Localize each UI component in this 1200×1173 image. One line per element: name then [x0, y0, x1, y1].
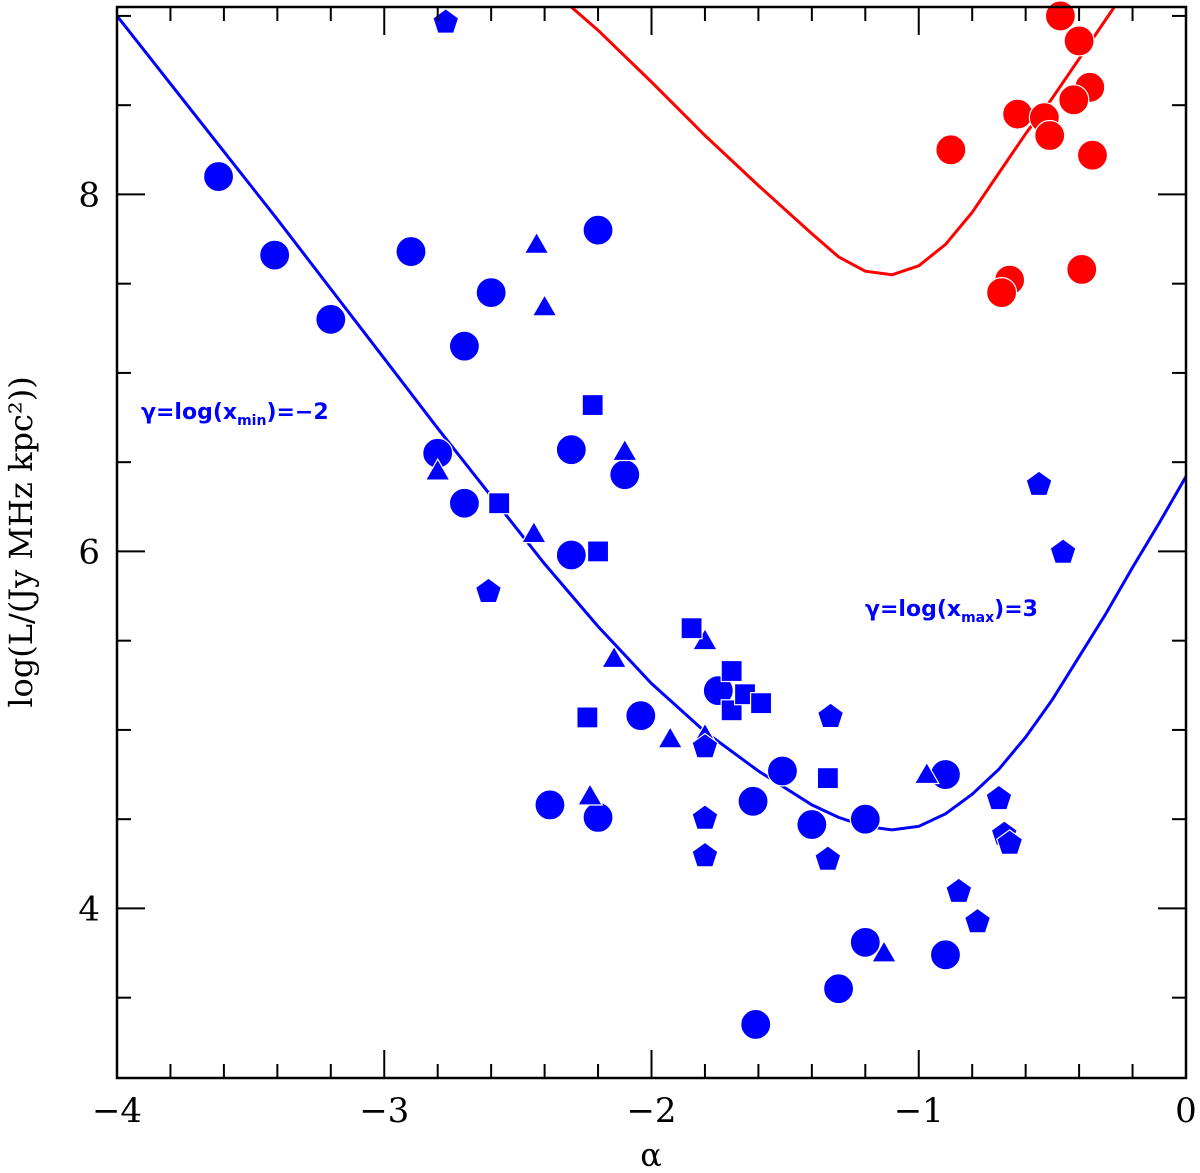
x-tick-label: 0 — [1175, 1091, 1197, 1131]
data-point-pentagon — [945, 877, 973, 904]
data-point-square — [586, 540, 610, 563]
data-point-triangle — [870, 939, 898, 963]
data-point-triangle — [424, 457, 451, 481]
data-point-circle — [448, 487, 481, 519]
model-curves — [117, 7, 1186, 832]
data-point-pentagon — [816, 702, 845, 729]
y-tick-label: 4 — [78, 889, 100, 929]
data-point-circle — [1063, 25, 1095, 57]
model-curve-red — [570, 7, 1117, 277]
plot-frame — [115, 5, 1188, 1080]
data-point-circle — [1002, 98, 1034, 130]
data-point-triangle — [611, 438, 638, 462]
data-point-circle — [582, 214, 614, 246]
data-point-circle — [985, 277, 1018, 309]
data-point-circle — [475, 277, 507, 309]
axis-ticks — [116, 7, 1187, 1078]
data-point-circle — [555, 539, 587, 571]
annotation-xmin: γ=log(xmin)=−2 — [141, 400, 329, 429]
data-point-square — [720, 659, 743, 683]
data-point-pentagon — [691, 732, 719, 759]
data-point-pentagon — [814, 845, 842, 872]
data-point-circle — [740, 1008, 772, 1041]
x-tick-label: −4 — [92, 1091, 142, 1131]
data-point-pentagon — [432, 8, 460, 34]
data-point-circle — [929, 758, 962, 791]
data-point-circle — [929, 939, 962, 971]
data-point-circle — [259, 239, 291, 271]
series-blue-triangles — [424, 231, 940, 963]
y-tick-label: 6 — [78, 532, 100, 572]
data-point-circle — [822, 973, 855, 1005]
data-point-circle — [609, 459, 641, 491]
x-tick-label: −1 — [894, 1091, 944, 1131]
x-tick-label: −2 — [626, 1091, 676, 1131]
data-point-pentagon — [1025, 470, 1053, 497]
data-point-triangle — [520, 520, 548, 544]
x-tick-label: −3 — [359, 1091, 409, 1131]
data-point-circle — [625, 700, 657, 732]
data-point-pentagon — [985, 784, 1013, 811]
data-point-circle — [315, 303, 347, 335]
data-point-circle — [1034, 119, 1066, 152]
data-point-circle — [1076, 139, 1109, 171]
x-axis-label: α — [640, 1136, 662, 1173]
series-blue-circles — [202, 160, 962, 1041]
model-curve-blue — [117, 14, 1186, 832]
data-point-square — [576, 706, 599, 729]
data-point-circle — [1044, 0, 1076, 32]
annotation-xmax: γ=log(xmax)=3 — [865, 597, 1038, 626]
data-point-circle — [448, 330, 481, 362]
data-point-square — [488, 492, 511, 515]
data-point-pentagon — [996, 829, 1024, 855]
series-blue-pentagons — [432, 8, 1077, 934]
y-tick-label: 8 — [78, 175, 100, 215]
data-point-circle — [555, 434, 587, 466]
series-red-circles — [935, 0, 1109, 309]
data-point-triangle — [657, 725, 684, 749]
data-point-circle — [395, 235, 427, 268]
data-point-triangle — [523, 231, 550, 254]
data-point-pentagon — [474, 577, 503, 604]
y-axis-label: log(L/(Jy MHz kpc²)) — [2, 376, 40, 707]
data-point-square — [749, 692, 773, 715]
data-point-circle — [849, 926, 881, 958]
data-point-circle — [582, 801, 614, 833]
data-point-circle — [935, 134, 967, 166]
data-point-triangle — [531, 293, 558, 317]
data-point-circle — [766, 755, 799, 787]
data-point-square — [816, 767, 839, 790]
data-point-circle — [1058, 84, 1090, 116]
data-point-circle — [202, 160, 235, 193]
data-point-square — [581, 393, 604, 417]
data-point-circle — [849, 803, 881, 835]
data-point-circle — [534, 789, 566, 821]
data-point-circle — [1066, 253, 1098, 285]
data-point-triangle — [913, 761, 940, 785]
data-point-triangle — [576, 782, 604, 806]
data-point-circle — [737, 785, 769, 817]
data-point-triangle — [600, 645, 628, 669]
data-point-pentagon — [691, 804, 719, 830]
data-point-pentagon — [1049, 538, 1077, 564]
data-point-circle — [702, 675, 734, 707]
data-points — [202, 0, 1109, 1041]
tick-labels: −4 −3 −2 −1 0 4 6 8 — [78, 175, 1196, 1131]
data-point-square — [680, 617, 703, 640]
series-blue-squares — [488, 393, 839, 790]
data-point-pentagon — [691, 841, 719, 868]
data-point-circle — [796, 808, 828, 841]
data-point-pentagon — [963, 907, 992, 934]
